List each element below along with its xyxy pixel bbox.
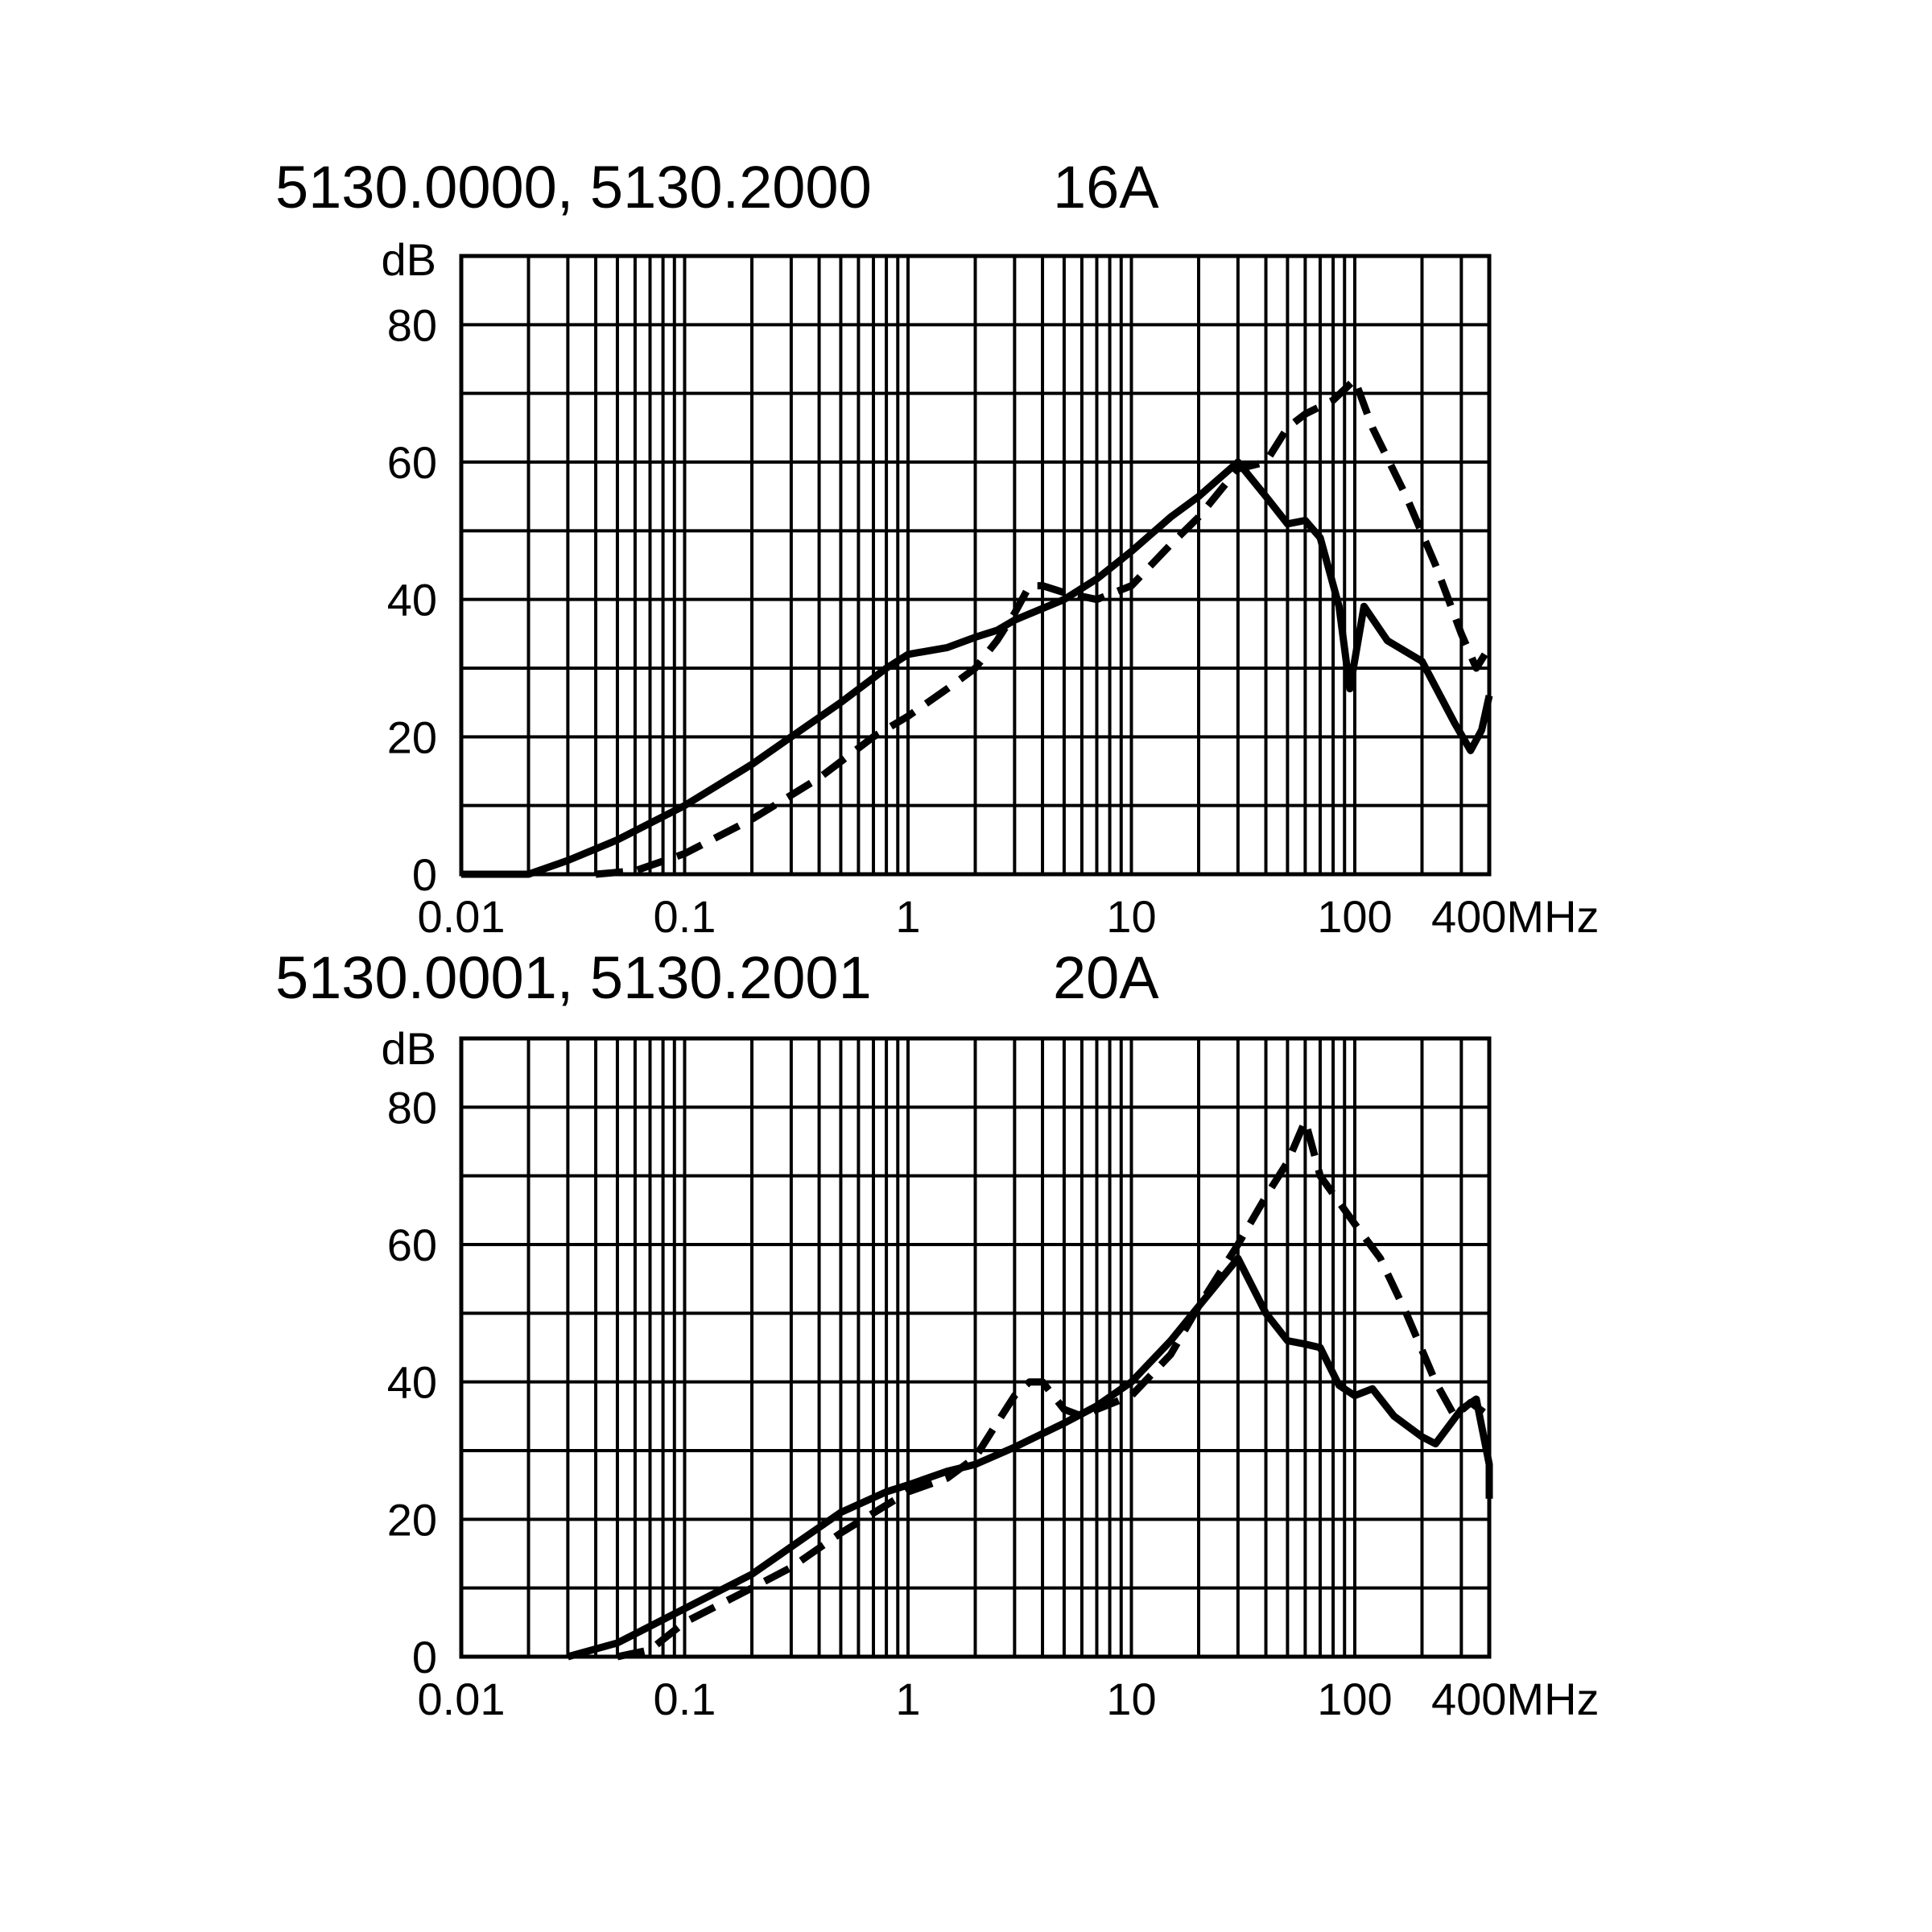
x-tick-label: 400MHz bbox=[1431, 1674, 1600, 1724]
x-tick-label: 100 bbox=[1317, 1674, 1392, 1724]
y-tick-label: 0 bbox=[412, 1632, 437, 1682]
x-tick-label: 100 bbox=[1317, 891, 1392, 942]
x-tick-label: 10 bbox=[1106, 1674, 1156, 1724]
series-line-solid bbox=[461, 458, 1493, 878]
x-tick-label: 10 bbox=[1106, 891, 1156, 942]
y-tick-label: 60 bbox=[387, 1220, 437, 1270]
plot-frame bbox=[459, 254, 1492, 877]
chart-16a: 5130.0000, 5130.2000 16A dB 0.01 0.1 1 10 10… bbox=[275, 154, 1600, 942]
y-tick-label: 40 bbox=[387, 575, 437, 625]
y-tick-label: 20 bbox=[387, 712, 437, 762]
chart-20a: 5130.0001, 5130.2001 20A dB 0.01 0.1 1 10 10… bbox=[275, 944, 1600, 1724]
series-line-solid bbox=[567, 1254, 1493, 1661]
y-tick-label: 20 bbox=[387, 1494, 437, 1545]
y-tick-label: 80 bbox=[387, 1082, 437, 1133]
grid bbox=[459, 254, 1492, 877]
x-tick-label: 0.1 bbox=[654, 891, 716, 942]
chart-current-rating: 16A bbox=[1053, 154, 1159, 221]
y-axis-unit-label: dB bbox=[382, 1023, 437, 1074]
axis-ticks: 0.01 0.1 1 10 100 400MHz 0 20 40 60 80 bbox=[387, 299, 1600, 942]
y-axis-unit-label: dB bbox=[382, 234, 437, 285]
chart-title: 5130.0000, 5130.2000 bbox=[275, 154, 872, 221]
x-tick-label: 0.01 bbox=[418, 891, 506, 942]
series-group bbox=[461, 376, 1493, 878]
y-tick-label: 40 bbox=[387, 1357, 437, 1408]
x-tick-label: 0.01 bbox=[418, 1674, 506, 1724]
y-tick-label: 60 bbox=[387, 437, 437, 488]
y-tick-label: 0 bbox=[412, 849, 437, 900]
y-tick-label: 80 bbox=[387, 299, 437, 350]
x-tick-label: 400MHz bbox=[1431, 891, 1600, 942]
chart-current-rating: 20A bbox=[1053, 944, 1159, 1011]
axis-ticks: 0.01 0.1 1 10 100 400MHz 0 20 40 60 80 bbox=[387, 1082, 1600, 1724]
series-group bbox=[567, 1117, 1493, 1661]
x-tick-label: 0.1 bbox=[654, 1674, 716, 1724]
x-tick-label: 1 bbox=[895, 1674, 920, 1724]
chart-title: 5130.0001, 5130.2001 bbox=[275, 944, 872, 1011]
plot-frame bbox=[459, 1036, 1492, 1659]
series-line-dashed bbox=[595, 376, 1492, 878]
x-tick-label: 1 bbox=[895, 891, 920, 942]
grid bbox=[459, 1036, 1492, 1659]
series-line-dashed bbox=[617, 1117, 1492, 1661]
